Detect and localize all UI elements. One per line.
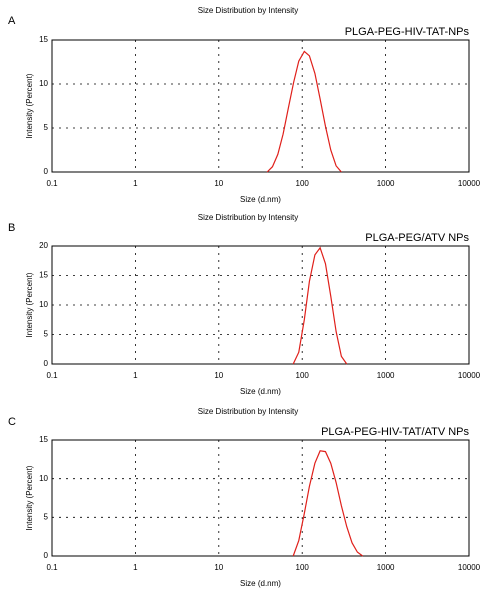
- x-tick-label: 1: [133, 371, 138, 380]
- x-tick-label: 100: [296, 563, 310, 572]
- annotation: PLGA-PEG/ATV NPs: [365, 232, 469, 244]
- plot-frame: [51, 439, 470, 557]
- y-tick-label: 0: [44, 359, 49, 368]
- y-tick-label: 20: [39, 241, 48, 250]
- y-tick-label: 10: [39, 474, 48, 483]
- annotation: PLGA-PEG-HIV-TAT/ATV NPs: [321, 426, 469, 438]
- y-tick-label: 10: [39, 300, 48, 309]
- data-line: [292, 246, 348, 365]
- x-tick-label: 10000: [458, 179, 481, 188]
- x-tick-label: 0.1: [46, 179, 58, 188]
- x-tick-label: 100: [296, 371, 310, 380]
- x-tick-label: 0.1: [46, 563, 58, 572]
- x-tick-label: 10: [214, 371, 223, 380]
- panel-label: C: [8, 416, 16, 428]
- y-tick-label: 0: [44, 167, 49, 176]
- y-tick-label: 5: [44, 123, 49, 132]
- x-tick-label: 10000: [458, 563, 481, 572]
- chart-title: Size Distribution by Intensity: [198, 6, 299, 15]
- plot-frame: [51, 39, 470, 173]
- y-tick-label: 0: [44, 551, 49, 560]
- x-tick-label: 100: [296, 179, 310, 188]
- panel-label: A: [8, 15, 16, 27]
- x-tick-label: 1: [133, 563, 138, 572]
- y-tick-label: 5: [44, 330, 49, 339]
- x-tick-label: 1000: [377, 563, 395, 572]
- y-tick-label: 10: [39, 79, 48, 88]
- data-line: [266, 50, 342, 173]
- x-axis-label: Size (d.nm): [240, 387, 281, 396]
- x-tick-label: 10: [214, 563, 223, 572]
- x-tick-label: 0.1: [46, 371, 58, 380]
- y-tick-label: 15: [39, 435, 48, 444]
- panel-label: B: [8, 222, 15, 234]
- y-tick-label: 15: [39, 271, 48, 280]
- y-tick-label: 5: [44, 512, 49, 521]
- y-axis-label: Intensity (Percent): [25, 465, 34, 530]
- x-tick-label: 1000: [377, 179, 395, 188]
- data-line: [292, 450, 364, 557]
- annotation: PLGA-PEG-HIV-TAT-NPs: [345, 26, 470, 38]
- chart-title: Size Distribution by Intensity: [198, 213, 299, 222]
- x-tick-label: 10000: [458, 371, 481, 380]
- chart-title: Size Distribution by Intensity: [198, 407, 299, 416]
- y-axis-label: Intensity (Percent): [25, 272, 34, 337]
- plot-frame: [51, 245, 470, 365]
- y-tick-label: 15: [39, 35, 48, 44]
- x-axis-label: Size (d.nm): [240, 579, 281, 588]
- x-tick-label: 1: [133, 179, 138, 188]
- y-axis-label: Intensity (Percent): [25, 73, 34, 138]
- x-tick-label: 10: [214, 179, 223, 188]
- x-axis-label: Size (d.nm): [240, 195, 281, 204]
- x-tick-label: 1000: [377, 371, 395, 380]
